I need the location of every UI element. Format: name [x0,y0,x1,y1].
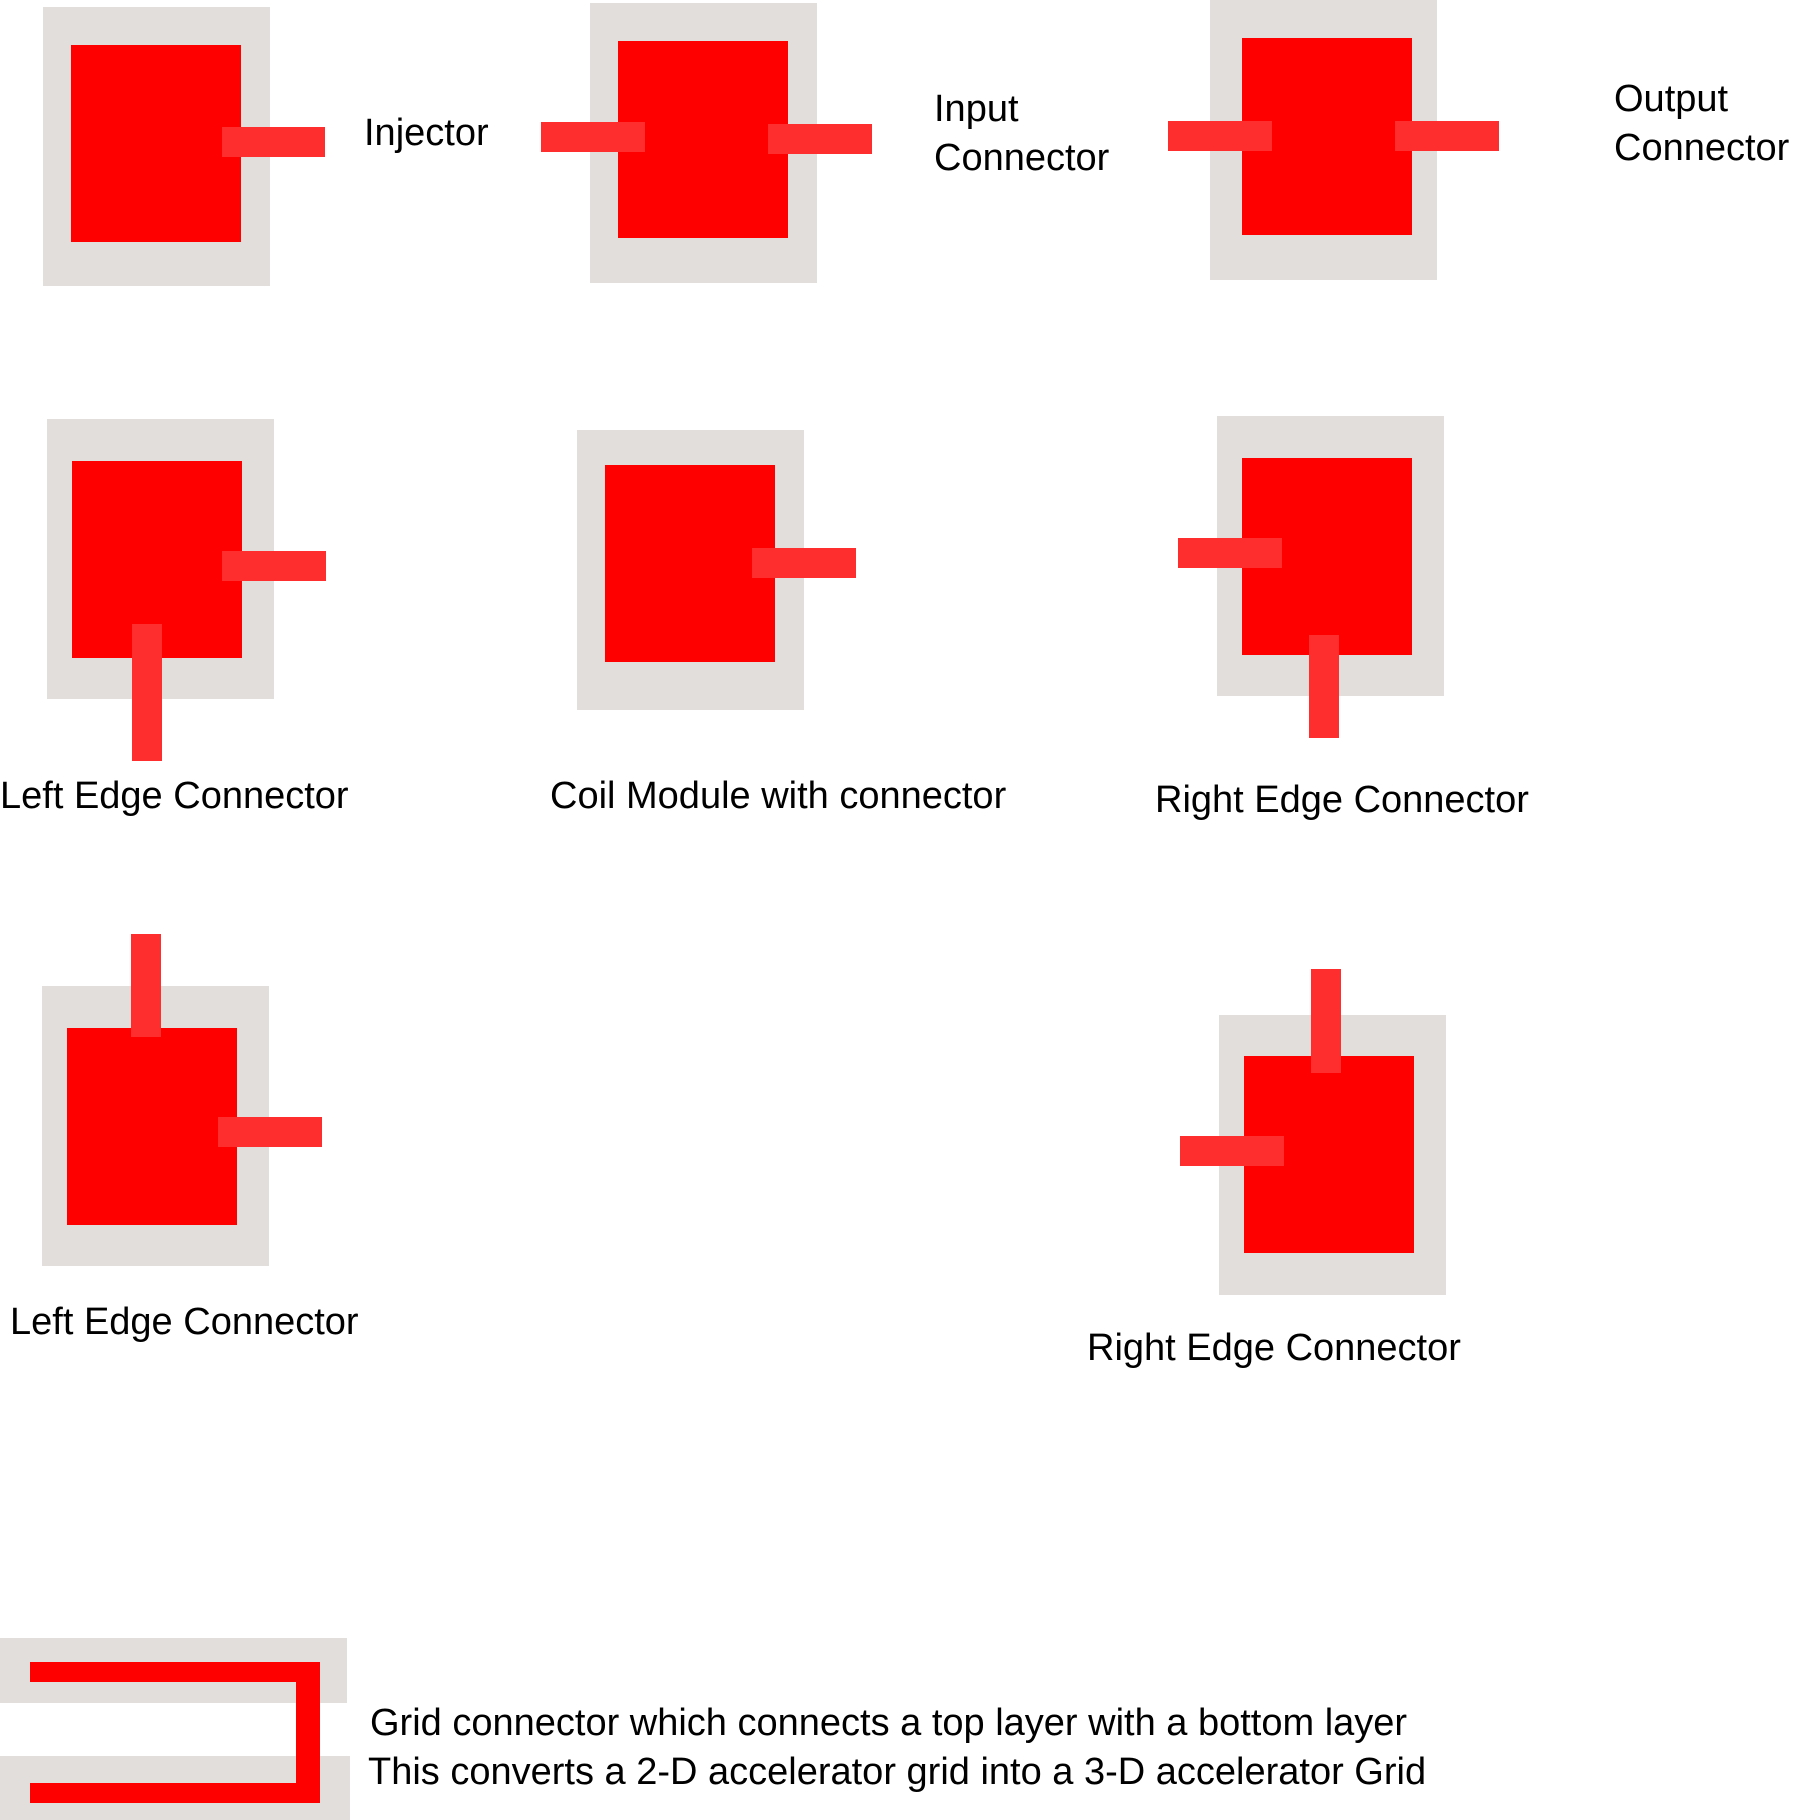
right-edge-connector-label: Right Edge Connector [1155,779,1529,821]
left-connector-pin [1168,121,1272,151]
bottom-connector-pin [132,624,162,761]
coil-module-label: Coil Module with connector [550,775,1007,817]
top-trace [30,1662,320,1682]
bottom-connector-pin [1309,635,1339,738]
right-edge-connector-top-label: Right Edge Connector [1087,1327,1461,1369]
module-core [71,45,241,242]
bottom-trace [30,1783,320,1803]
left-edge-connector-label: Left Edge Connector [0,775,349,817]
injector-label: Injector [364,112,489,154]
output-connector-label: Output Connector [1614,78,1790,169]
module-core [605,465,775,662]
left-connector-pin [1180,1136,1284,1166]
right-connector-pin [1395,121,1499,151]
left-connector-pin [1178,538,1282,568]
right-connector-pin [752,548,856,578]
top-connector-pin [131,934,161,1037]
top-connector-pin [1311,969,1341,1073]
grid-connector-line2: This converts a 2-D accelerator grid int… [368,1751,1427,1793]
right-connector-pin [768,124,872,154]
right-connector-pin [222,127,325,157]
vertical-trace [296,1662,320,1802]
grid-connector-line1: Grid connector which connects a top laye… [370,1702,1408,1744]
module-core [67,1028,237,1225]
right-connector-pin [218,1117,322,1147]
left-edge-connector-top-label: Left Edge Connector [10,1301,359,1343]
left-connector-pin [541,122,645,152]
input-connector-label: Input Connector [934,88,1110,179]
module-core [618,41,788,238]
right-connector-pin [222,551,326,581]
